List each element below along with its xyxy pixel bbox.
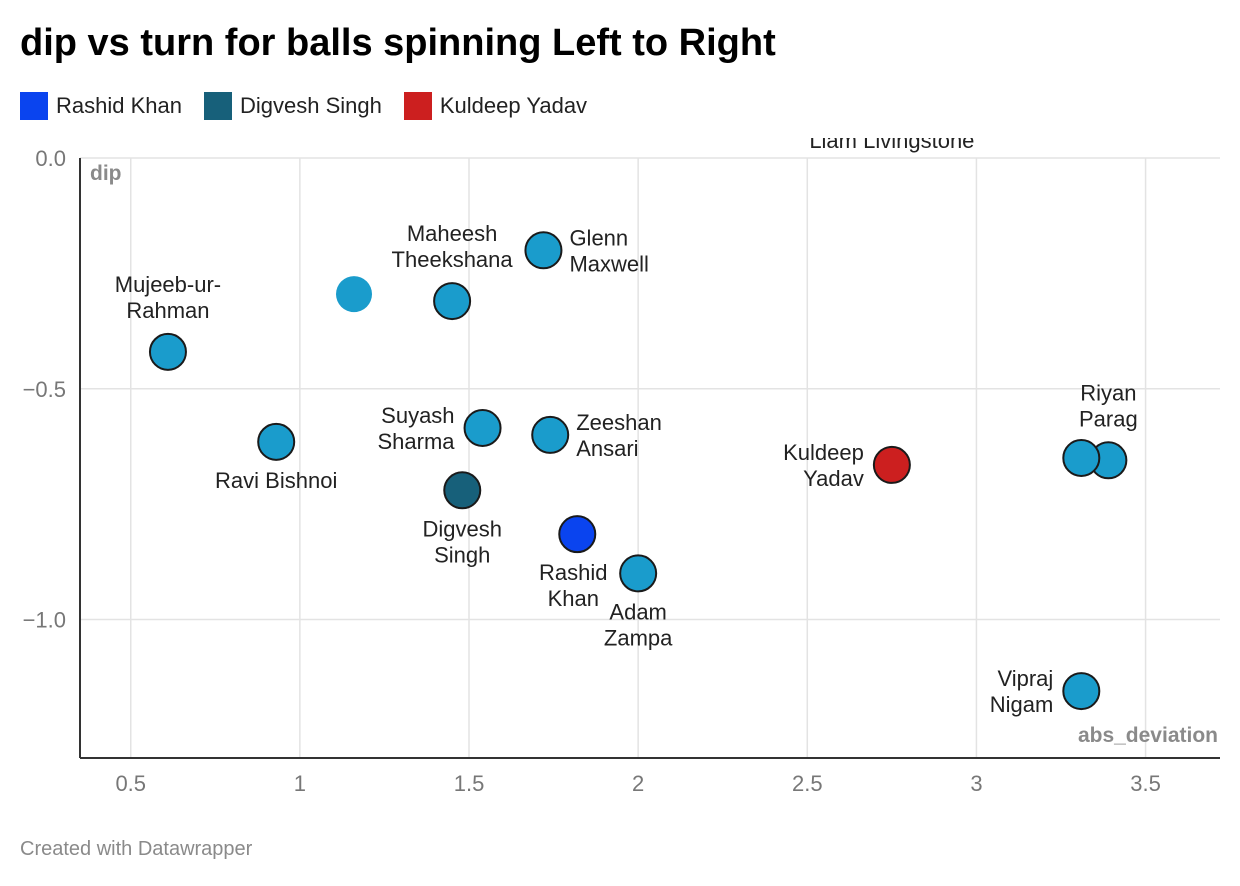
x-tick-label: 1.5	[454, 771, 485, 796]
point-unlabeled-point[interactable]	[336, 276, 373, 313]
legend-label-digvesh-singh: Digvesh Singh	[239, 93, 382, 118]
point-maheesh-theekshana[interactable]	[433, 282, 472, 321]
point-label-digvesh-singh: Digvesh Singh	[423, 516, 502, 567]
chart-title: dip vs turn for balls spinning Left to R…	[20, 22, 776, 64]
x-tick-label: 3	[970, 771, 982, 796]
point-digvesh-singh[interactable]	[443, 471, 482, 510]
legend-swatch-digvesh-singh	[203, 92, 232, 120]
point-vipraj-nigam[interactable]	[1062, 672, 1101, 711]
point-rashid-khan[interactable]	[558, 515, 597, 554]
point-kuldeep-yadav[interactable]	[872, 445, 911, 484]
x-tick-label: 2	[632, 771, 644, 796]
point-label-zeeshan-ansari: Zeeshan Ansari	[576, 410, 662, 461]
point-ravi-bishnoi[interactable]	[257, 422, 296, 461]
legend-label-rashid-khan: Rashid Khan	[56, 93, 182, 118]
point-label-maheesh-theekshana: Maheesh Theekshana	[392, 221, 514, 272]
footer-credit[interactable]: Created with Datawrapper	[20, 838, 253, 860]
x-tick-label: 1	[294, 771, 306, 796]
x-axis-title: abs_deviation	[1078, 724, 1218, 747]
point-label-kuldeep-yadav: Kuldeep Yadav	[783, 440, 864, 491]
x-tick-label: 2.5	[792, 771, 823, 796]
y-tick-label: −1.0	[23, 608, 66, 633]
legend-swatch-rashid-khan	[20, 92, 48, 120]
legend-item-rashid-khan[interactable]: Rashid Khan	[20, 92, 182, 120]
point-adam-zampa[interactable]	[619, 554, 658, 593]
legend-item-kuldeep-yadav[interactable]: Kuldeep Yadav	[403, 92, 588, 120]
point-label-mujeeb-ur-rahman: Mujeeb-ur-Rahman	[115, 272, 221, 323]
point-label-rashid-khan: Rashid Khan	[539, 560, 607, 611]
legend-swatch-kuldeep-yadav	[403, 92, 432, 120]
point-label-ravi-bishnoi: Ravi Bishnoi	[215, 468, 337, 493]
x-tick-label: 0.5	[115, 771, 146, 796]
point-label-glenn-maxwell: Glenn Maxwell	[569, 225, 648, 276]
y-axis-title: dip	[90, 162, 122, 185]
point-label-vipraj-nigam: Vipraj Nigam	[990, 666, 1054, 717]
y-tick-label: 0.0	[35, 146, 66, 171]
point-glenn-maxwell[interactable]	[524, 231, 563, 270]
legend-label-kuldeep-yadav: Kuldeep Yadav	[439, 93, 588, 118]
point-label-suyash-sharma: Suyash Sharma	[378, 403, 456, 454]
x-tick-label: 3.5	[1130, 771, 1161, 796]
point-mujeeb-ur-rahman[interactable]	[148, 332, 187, 371]
point-zeeshan-ansari[interactable]	[531, 415, 570, 454]
point-label-liam-livingstone: Liam Livingstone	[809, 128, 974, 153]
point-riyan-parag-2[interactable]	[1062, 439, 1101, 477]
y-tick-label: −0.5	[23, 377, 66, 402]
legend: Rashid Khan Digvesh Singh Kuldeep Yadav	[20, 92, 587, 120]
point-label-adam-zampa: Adam Zampa	[604, 599, 673, 650]
point-label-riyan-parag: Riyan Parag	[1079, 380, 1138, 431]
legend-item-digvesh-singh[interactable]: Digvesh Singh	[203, 92, 382, 120]
point-suyash-sharma[interactable]	[463, 409, 502, 447]
